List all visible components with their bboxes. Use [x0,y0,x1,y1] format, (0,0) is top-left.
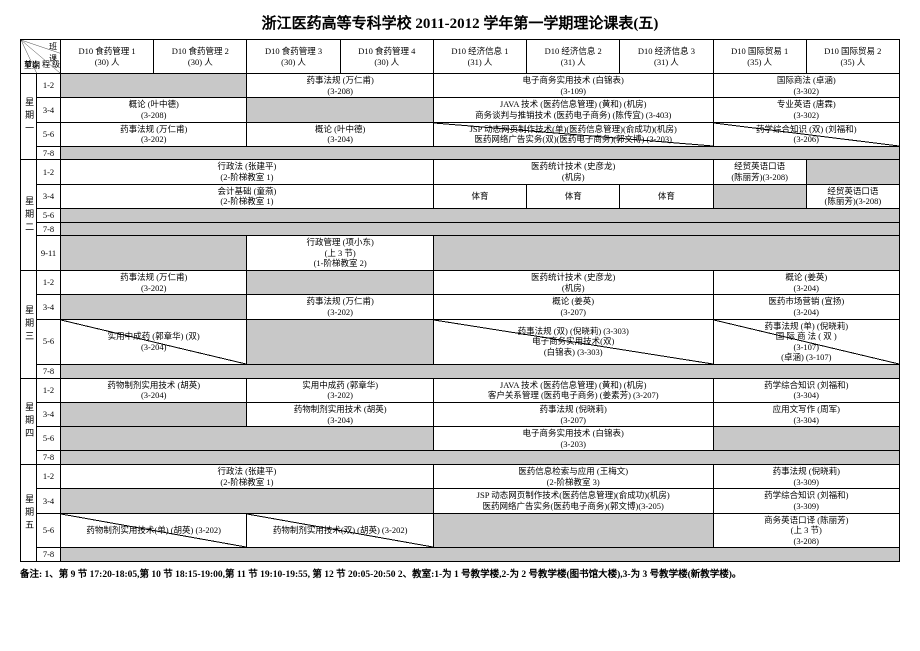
cell: 药学综合知识 (刘福和)(3-309) [713,489,899,513]
cell: 药物制剂实用技术 (胡英)(3-204) [247,402,433,426]
col-header: D10 经济信息 3(31) 人 [620,40,713,74]
cell: 应用文写作 (周军)(3-304) [713,402,899,426]
cell: 概论 (姜英)(3-207) [433,295,713,319]
day-label: 星期四 [21,378,37,464]
col-header: D10 食药管理 4(30) 人 [340,40,433,74]
cell: 医药统计技术 (史彦龙)(机房) [433,271,713,295]
cell: 专业英语 (唐霖)(3-302) [713,98,899,122]
col-header: D10 食药管理 2(30) 人 [154,40,247,74]
cell: 实用中成药 (郭章华)(3-202) [247,378,433,402]
cell: 药事法规 (双) (倪晓莉) (3-303)电子商务实用技术(双)(白锦表) (… [433,319,713,365]
day-label: 星期二 [21,160,37,271]
cell: 药物制剂实用技术 (胡英)(3-204) [61,378,247,402]
cell: 经贸英语口语(陈丽芳)(3-208) [713,160,806,184]
cell: 国际商法 (卓涵)(3-302) [713,74,899,98]
cell: 概论 (姜英)(3-204) [713,271,899,295]
cell: 药事法规 (万仁甫)(3-202) [61,271,247,295]
cell: 药物制剂实用技术(单) (胡英) (3-202) [61,513,247,548]
cell: 电子商务实用技术 (白锦表)(3-203) [433,427,713,451]
footnote: 备注: 1、第 9 节 17:20-18:05,第 10 节 18:15-19:… [20,566,900,580]
cell: 商务英语口译 (陈丽芳)(上 3 节)(3-208) [713,513,899,548]
cell: 药学综合知识 (刘福和)(3-304) [713,378,899,402]
cell: 药事法规 (倪晓莉)(3-309) [713,465,899,489]
cell: JSP 动态网页制作技术(医药信息管理)(俞成功)(机房) 医药网络广告实务(医… [433,489,713,513]
day-label: 星期一 [21,74,37,160]
col-header: D10 经济信息 2(31) 人 [527,40,620,74]
corner-cell: 班 课 节次 程 级 星期 [21,40,61,74]
cell: 医药市场营销 (宣扬)(3-204) [713,295,899,319]
col-header: D10 国际贸易 1(35) 人 [713,40,806,74]
cell: 体育 [620,184,713,208]
col-header: D10 经济信息 1(31) 人 [433,40,526,74]
cell: 药物制剂实用技术(双) (胡英) (3-202) [247,513,433,548]
cell: 医药信息检索与应用 (王梅文)(2-阶梯教室 3) [433,465,713,489]
page-title: 浙江医药高等专科学校 2011-2012 学年第一学期理论课表(五) [20,12,900,33]
col-header: D10 国际贸易 2(35) 人 [806,40,899,74]
cell: JAVA 技术 (医药信息管理) (黄和) (机房)商务谈判与推销技术 (医药电… [433,98,713,122]
cell: 药事法规 (倪晓莉)(3-207) [433,402,713,426]
day-label: 星期五 [21,465,37,562]
day-label: 星期三 [21,271,37,379]
cell: 经贸英语口语(陈丽芳)(3-208) [806,184,899,208]
cell: 行政法 (张建平)(2-阶梯教室 1) [61,160,434,184]
cell: 药学综合知识 (双) (刘福和)(3-206) [713,122,899,146]
cell: JAVA 技术 (医药信息管理) (黄和) (机房)客户关系管理 (医药电子商务… [433,378,713,402]
col-header: D10 食药管理 1(30) 人 [61,40,154,74]
cell: 药事法规 (万仁甫)(3-202) [61,122,247,146]
cell: 药事法规 (万仁甫)(3-202) [247,295,433,319]
cell: 电子商务实用技术 (白锦表)(3-109) [433,74,713,98]
timetable: 班 课 节次 程 级 星期 D10 食药管理 1(30) 人 D10 食药管理 … [20,39,900,562]
cell: 药事法规 (单) (倪晓莉)国 际 商 法 ( 双 )(3-107)(卓涵) (… [713,319,899,365]
cell: 实用中成药 (郭章华) (双)(3-204) [61,319,247,365]
cell: 概论 (叶中德)(3-204) [247,122,433,146]
col-header: D10 食药管理 3(30) 人 [247,40,340,74]
cell: 体育 [433,184,526,208]
cell: JSP 动态网页制作技术(单)(医药信息管理)(俞成功)(机房) 医药网络广告实… [433,122,713,146]
cell: 行政管理 (项小东)(上 3 节)(1-阶梯教室 2) [247,236,433,271]
cell: 药事法规 (万仁甫)(3-208) [247,74,433,98]
cell: 体育 [527,184,620,208]
cell: 医药统计技术 (史彦龙)(机房) [433,160,713,184]
cell: 行政法 (张建平)(2-阶梯教室 1) [61,465,434,489]
cell: 会计基础 (童燕)(2-阶梯教室 1) [61,184,434,208]
cell: 概论 (叶中德)(3-208) [61,98,247,122]
